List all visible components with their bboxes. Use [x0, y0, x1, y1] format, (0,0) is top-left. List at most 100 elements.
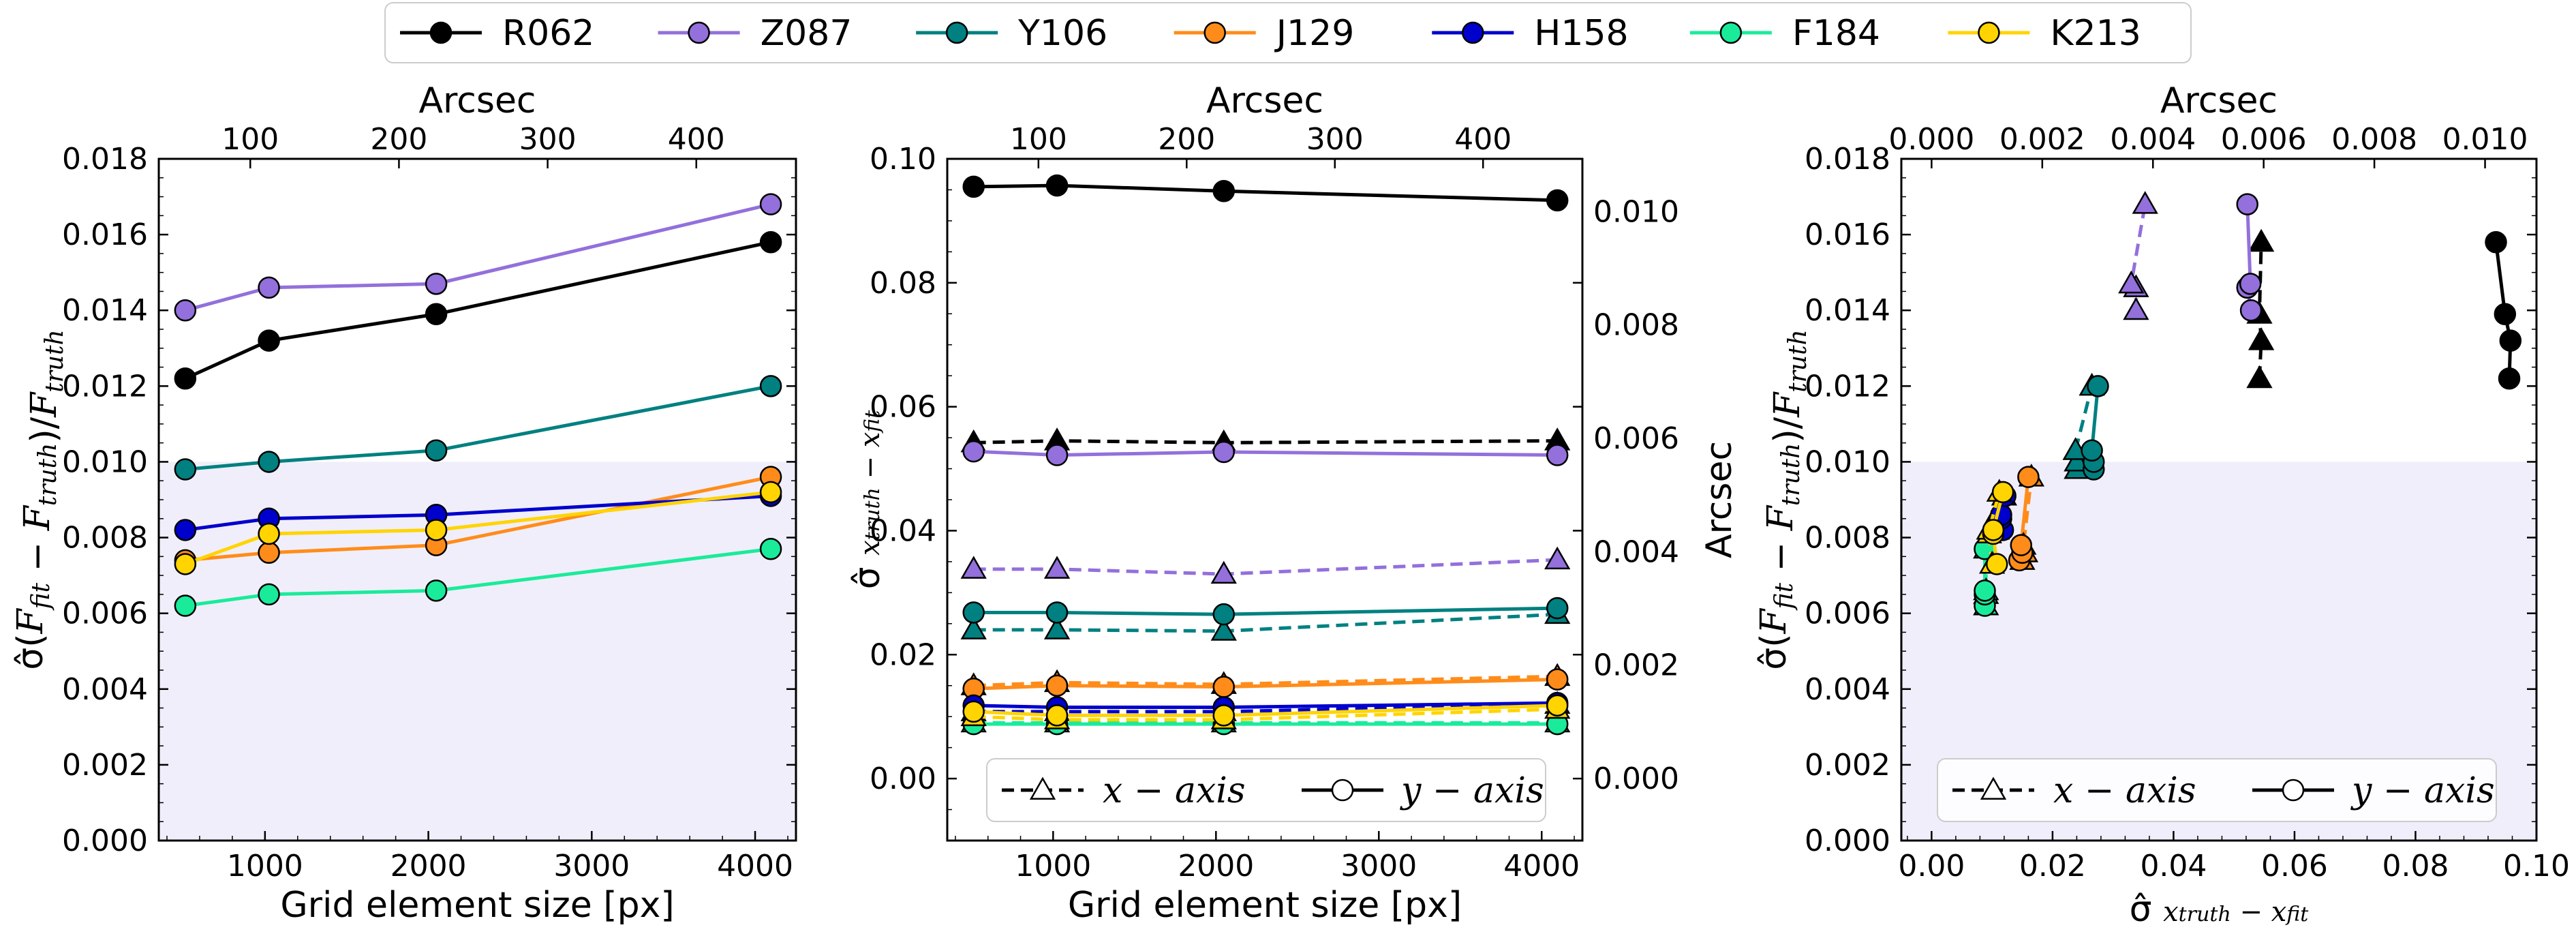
- data-point-y-Z087: [962, 440, 985, 463]
- x-axis-label: Grid element size [px]: [1068, 885, 1462, 926]
- data-point-y-R062: [2498, 367, 2521, 390]
- data-point-R062: [174, 367, 197, 390]
- y-tick-label: 0.006: [1805, 597, 1890, 631]
- data-point-y-K213: [1212, 704, 1236, 727]
- data-point-y-Y106: [1045, 601, 1069, 624]
- data-point-x-Y106: [2064, 448, 2090, 472]
- top-tick-label: 200: [1158, 122, 1215, 157]
- data-point-x-Z087: [1544, 546, 1571, 570]
- data-point-y-F184: [1974, 579, 1996, 602]
- data-point-Y106: [759, 375, 782, 397]
- legend-marker-R062: [429, 21, 453, 44]
- data-point-Y106: [425, 439, 448, 462]
- data-point-y-J129: [2017, 466, 2040, 488]
- panel-flux-vs-grid: 0.000 0.002 0.004 0.006 0.008 0.010 0.012 0.014…: [10, 80, 797, 926]
- data-point-x-Z087: [2123, 297, 2149, 320]
- legend-marker-J129: [1203, 21, 1226, 44]
- top-tick-label: 0.004: [2110, 122, 2196, 157]
- y-tick-label: 0.014: [62, 293, 148, 328]
- top-tick-label: 400: [1454, 122, 1512, 157]
- data-point-y-R062: [1212, 180, 1236, 202]
- x-tick-label: 2000: [390, 849, 467, 884]
- data-point-x-Z087: [2118, 270, 2145, 294]
- series-line-y-J129: [973, 678, 1558, 691]
- plot-frame: [946, 157, 1584, 842]
- y-tick-label: 0.018: [1805, 142, 1890, 177]
- top-tick-label: 0.008: [2331, 122, 2417, 157]
- y-tick-label: 0.08: [870, 266, 936, 301]
- y-tick-label: 0.018: [62, 142, 148, 177]
- data-point-R062: [425, 303, 448, 326]
- data-point-y-R062: [1546, 189, 1569, 212]
- legend-marker-K213: [1978, 21, 2000, 44]
- right-tick-label: 0.010: [1593, 194, 1679, 229]
- plot-frame: [157, 157, 797, 842]
- data-point-x-Y106: [1043, 616, 1071, 639]
- x-tick-label: 4000: [1503, 849, 1580, 884]
- data-point-y-J129: [1546, 668, 1569, 691]
- x-tick-label: 0.00: [1898, 849, 1965, 884]
- x-axis-label: σ̂ xtruth − xfit: [2130, 889, 2310, 930]
- x-tick-label: 0.10: [2503, 849, 2570, 884]
- data-point-y-K213: [1546, 694, 1569, 717]
- marker-legend-box: [1937, 758, 2497, 822]
- data-point-y-Z087: [2239, 273, 2262, 295]
- legend-label-Y106: Y106: [1017, 13, 1107, 54]
- y-tick-label: 0.012: [1805, 369, 1890, 404]
- data-point-y-R062: [2485, 230, 2507, 254]
- y-tick-label: 0.008: [62, 521, 148, 556]
- data-point-H158: [174, 519, 197, 541]
- legend-label-Z087: Z087: [761, 13, 853, 54]
- legend-marker-F184: [1719, 21, 1743, 44]
- right-tick-label: 0.000: [1593, 761, 1679, 796]
- y-tick-label: 0.000: [62, 824, 148, 858]
- data-point-y-R062: [962, 175, 985, 198]
- series-line-x-R062: [973, 439, 1558, 444]
- top-tick-label: 400: [668, 122, 725, 157]
- data-point-R062: [258, 329, 280, 352]
- x-tick-label: 0.02: [2019, 849, 2086, 884]
- data-point-y-R062: [2499, 329, 2522, 352]
- data-point-y-K213: [1045, 704, 1069, 727]
- top-tick-label: 0.000: [1888, 122, 1974, 157]
- top-axis-label: Arcsec: [418, 80, 536, 121]
- data-point-y-R062: [2494, 303, 2517, 326]
- y-tick-label: 0.004: [1805, 672, 1890, 707]
- series-line-x-J129: [973, 674, 1558, 688]
- top-tick-label: 200: [370, 122, 427, 157]
- data-point-K213: [425, 519, 448, 541]
- x-tick-label: 4000: [717, 849, 793, 884]
- top-tick-label: 0.006: [2221, 122, 2307, 157]
- y-axis-label: σ̂(Ffit − Ftruth)/Ftruth: [10, 329, 69, 670]
- data-point-Y106: [174, 458, 197, 481]
- x-tick-label: 3000: [553, 849, 630, 884]
- right-tick-label: 0.006: [1593, 421, 1679, 456]
- y-tick-label: 0.000: [1805, 824, 1890, 858]
- data-point-y-K213: [1982, 519, 2005, 541]
- right-tick-label: 0.004: [1593, 534, 1679, 569]
- data-point-x-Y106: [960, 616, 987, 639]
- shaded-region: [159, 462, 796, 841]
- panel-flux-vs-position: 0.000 0.002 0.004 0.006 0.008 0.010 0.012 0.014…: [1753, 80, 2570, 930]
- y-tick-label: 0.008: [1805, 521, 1890, 556]
- data-point-y-J129: [1045, 674, 1069, 697]
- series-line-y-Z087: [973, 449, 1558, 457]
- legend-marker-H158: [1462, 21, 1484, 44]
- series-line-y-R062: [2494, 241, 2513, 379]
- data-point-Z087: [425, 273, 448, 295]
- legend-marker-Y106: [945, 21, 968, 44]
- data-point-y-J129: [2010, 534, 2032, 556]
- right-axis-label: Arcsec: [1699, 441, 1740, 558]
- top-tick-label: 300: [1306, 122, 1364, 157]
- legend-circle-marker: [1331, 779, 1354, 802]
- y-tick-label: 0.004: [62, 672, 148, 707]
- series-line-x-K213: [973, 707, 1558, 722]
- data-point-K213: [258, 522, 280, 545]
- top-tick-label: 100: [221, 122, 279, 157]
- top-tick-label: 300: [519, 122, 577, 157]
- legend-label-K213: K213: [2050, 13, 2141, 54]
- data-point-x-Z087: [2132, 191, 2158, 214]
- x-tick-label: 0.04: [2140, 849, 2207, 884]
- data-point-Z087: [174, 299, 197, 322]
